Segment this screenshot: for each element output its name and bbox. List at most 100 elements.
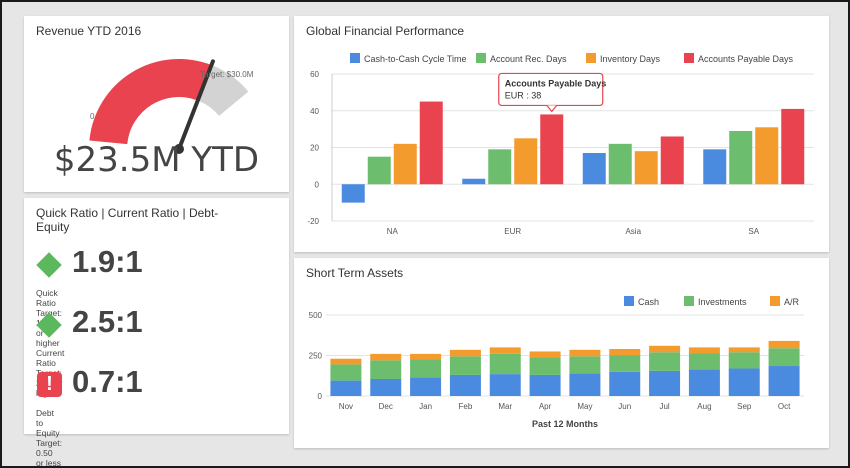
- bar: [488, 149, 512, 185]
- y-tick-label: 0: [315, 180, 320, 189]
- bar: [781, 108, 805, 185]
- tooltip-title: Accounts Payable Days: [505, 78, 607, 88]
- x-tick-label: Sep: [737, 402, 752, 411]
- y-tick-label: 500: [309, 311, 323, 320]
- bar-segment: [410, 353, 442, 360]
- ratios-panel: Quick Ratio | Current Ratio | Debt- Equi…: [24, 198, 289, 468]
- bar-segment: [529, 351, 561, 358]
- gauge-min-label: 0: [90, 112, 95, 121]
- bar: [703, 149, 727, 185]
- x-tick-label: SA: [748, 227, 759, 236]
- bar-segment: [768, 366, 800, 396]
- gauge-target-label: Target: $30.0M: [200, 70, 254, 79]
- x-tick-label: Aug: [697, 402, 711, 411]
- bar-segment: [370, 360, 402, 379]
- legend-label: Inventory Days: [600, 54, 661, 64]
- bar-segment: [489, 353, 521, 375]
- bar-segment: [330, 364, 362, 381]
- bar-segment: [688, 347, 720, 354]
- bar-segment: [449, 349, 481, 357]
- short-term-assets-chart: Cash Investments A/R 0 250 500 Nov Dec Jan Feb Mar…: [309, 296, 804, 429]
- bar-segment: [728, 347, 760, 353]
- bar-segment: [449, 356, 481, 375]
- legend-swatch: [684, 53, 694, 63]
- global-performance-title: Global Financial Performance: [306, 24, 465, 38]
- tooltip-pointer: [546, 105, 558, 113]
- bar: [755, 127, 779, 185]
- x-tick-label: Oct: [778, 402, 791, 411]
- ratios-title: Quick Ratio | Current Ratio | Debt- Equi…: [36, 206, 218, 234]
- green-diamond-icon: [36, 252, 62, 278]
- bar-segment: [728, 368, 760, 396]
- bar-segment: [529, 357, 561, 375]
- bar-segment: [410, 377, 442, 396]
- bar: [540, 114, 564, 185]
- revenue-gauge: 0 Target: $30.0M: [89, 59, 254, 154]
- bar-segment: [609, 355, 641, 372]
- bar: [419, 101, 443, 185]
- x-tick-label: Feb: [459, 402, 473, 411]
- x-tick-label: Apr: [539, 402, 552, 411]
- y-tick-label: 60: [310, 70, 319, 79]
- bar-segment: [370, 353, 402, 361]
- gauge-needle-hub: [174, 144, 184, 154]
- bar-segment: [649, 370, 681, 396]
- x-tick-label: EUR: [504, 227, 521, 236]
- gauge-needle: [177, 59, 215, 151]
- x-tick-label: Jun: [618, 402, 631, 411]
- bar-segment: [649, 352, 681, 371]
- bar-segment: [569, 356, 601, 374]
- legend-swatch: [586, 53, 596, 63]
- bar-segment: [489, 374, 521, 396]
- x-tick-label: Dec: [379, 402, 393, 411]
- legend-swatch: [770, 296, 780, 306]
- revenue-value: $23.5M YTD: [53, 140, 260, 180]
- short-term-assets-panel: Short Term Assets Cash Investments A/R 0 250…: [294, 258, 829, 448]
- y-tick-label: 250: [309, 352, 323, 361]
- bar-segment: [728, 352, 760, 369]
- bar-segment: [489, 347, 521, 354]
- gauge-achieved-arc: [89, 59, 212, 145]
- bar: [341, 184, 365, 203]
- x-tick-label: Jul: [659, 402, 669, 411]
- x-tick-label: Jan: [419, 402, 432, 411]
- bar-segment: [609, 349, 641, 356]
- bar-segment: [688, 369, 720, 396]
- bar-segment: [330, 380, 362, 396]
- debt-equity-target: Debt to Equity Target: 0.50 or less: [36, 408, 62, 468]
- gauge-remaining-arc: [197, 65, 249, 116]
- bar: [367, 156, 391, 185]
- bar: [634, 151, 658, 185]
- revenue-title: Revenue YTD 2016: [36, 24, 142, 38]
- bar-segment: [609, 371, 641, 396]
- y-tick-label: 40: [310, 107, 319, 116]
- bar: [608, 143, 632, 185]
- global-performance-panel: Global Financial Performance Cash-to-Cas…: [294, 16, 829, 252]
- x-tick-label: Mar: [498, 402, 512, 411]
- bar-segment: [370, 378, 402, 396]
- y-tick-label: 20: [310, 144, 319, 153]
- current-ratio-value: 2.5:1: [72, 304, 143, 339]
- bar: [462, 178, 486, 185]
- bar-segment: [569, 349, 601, 357]
- x-tick-label: Asia: [625, 227, 641, 236]
- legend-swatch: [624, 296, 634, 306]
- y-tick-label: 0: [318, 392, 323, 401]
- bar: [660, 136, 684, 185]
- legend-label: Accounts Payable Days: [698, 54, 794, 64]
- bar: [729, 130, 753, 185]
- bar: [514, 138, 538, 185]
- legend-swatch: [350, 53, 360, 63]
- bar-segment: [569, 373, 601, 396]
- bar-segment: [768, 340, 800, 349]
- bar-segment: [768, 348, 800, 367]
- legend-label: Investments: [698, 297, 747, 307]
- bar: [582, 153, 606, 185]
- bar-segment: [688, 353, 720, 370]
- x-tick-label: NA: [387, 227, 399, 236]
- bar-segment: [449, 374, 481, 396]
- quick-ratio-value: 1.9:1: [72, 244, 143, 279]
- legend-label: Cash-to-Cash Cycle Time: [364, 54, 467, 64]
- x-tick-label: Nov: [339, 402, 353, 411]
- legend-swatch: [684, 296, 694, 306]
